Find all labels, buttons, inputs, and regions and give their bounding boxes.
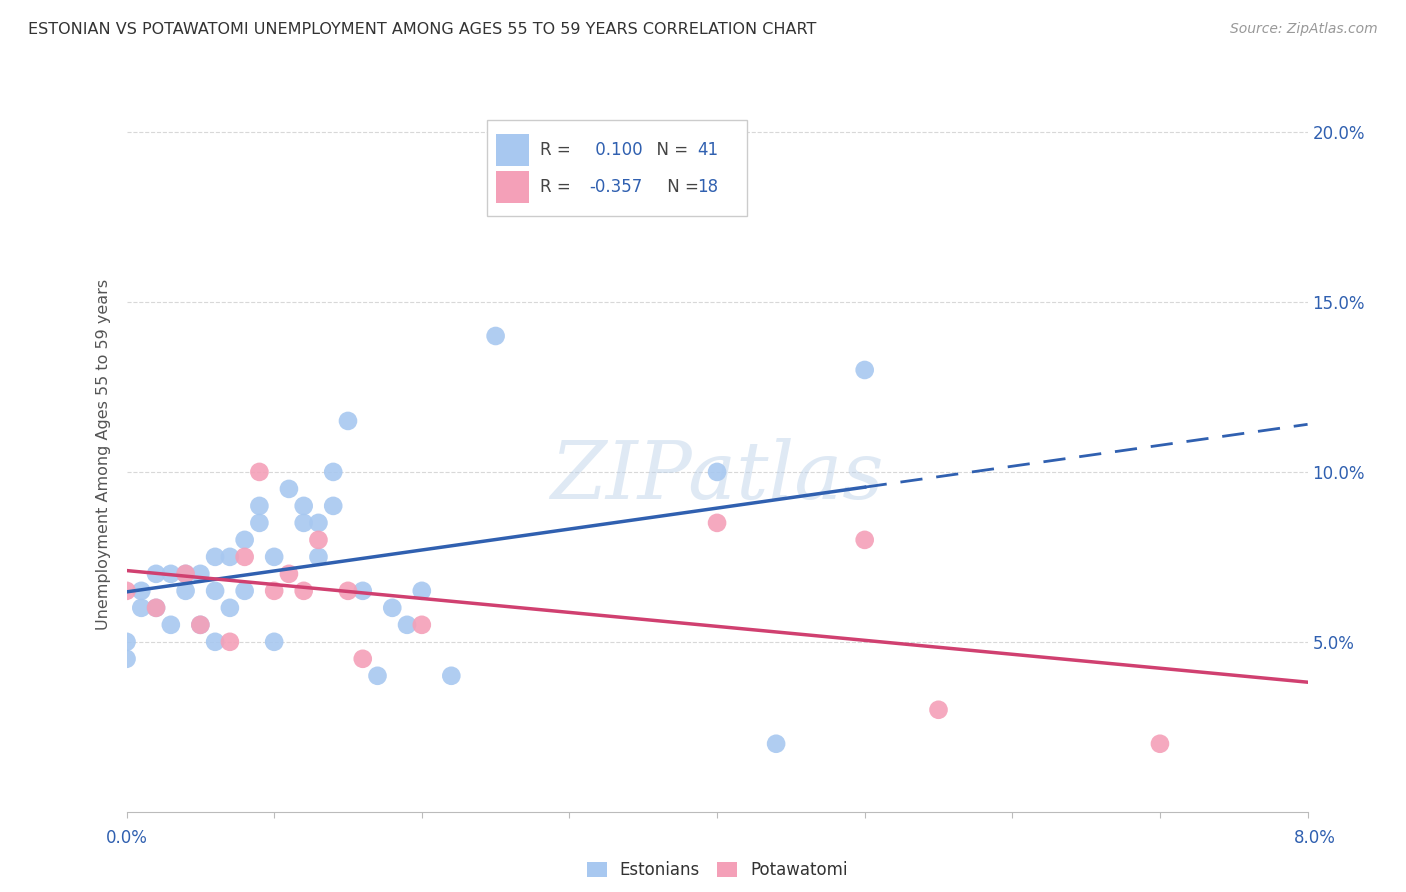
Point bbox=[219, 549, 242, 564]
Point bbox=[219, 635, 242, 649]
Point bbox=[129, 600, 153, 615]
Point bbox=[247, 499, 270, 513]
Point bbox=[160, 617, 183, 632]
Text: N =: N = bbox=[662, 178, 703, 196]
Point bbox=[706, 516, 728, 530]
Point bbox=[337, 583, 360, 598]
Point bbox=[204, 635, 226, 649]
Point bbox=[145, 566, 167, 581]
Point bbox=[233, 533, 256, 547]
Point bbox=[188, 617, 211, 632]
Legend: Estonians, Potawatomi: Estonians, Potawatomi bbox=[579, 855, 855, 886]
Text: 0.0%: 0.0% bbox=[105, 829, 148, 847]
Point bbox=[129, 583, 153, 598]
Point bbox=[307, 516, 329, 530]
Text: 0.100: 0.100 bbox=[589, 141, 643, 159]
Point bbox=[853, 533, 876, 547]
Point bbox=[204, 549, 226, 564]
Point bbox=[174, 583, 197, 598]
Text: N =: N = bbox=[647, 141, 693, 159]
Point bbox=[352, 652, 374, 666]
Point bbox=[706, 465, 728, 479]
Point bbox=[145, 600, 167, 615]
Point bbox=[322, 465, 344, 479]
Point bbox=[160, 566, 183, 581]
Y-axis label: Unemployment Among Ages 55 to 59 years: Unemployment Among Ages 55 to 59 years bbox=[96, 279, 111, 631]
Point bbox=[233, 549, 256, 564]
Point bbox=[278, 482, 301, 496]
Text: R =: R = bbox=[540, 141, 576, 159]
Point bbox=[115, 652, 138, 666]
Point bbox=[247, 465, 270, 479]
Point bbox=[366, 669, 388, 683]
Point bbox=[853, 363, 876, 377]
Point bbox=[411, 617, 433, 632]
FancyBboxPatch shape bbox=[496, 134, 529, 166]
Point bbox=[411, 583, 433, 598]
Point bbox=[115, 583, 138, 598]
FancyBboxPatch shape bbox=[486, 120, 747, 216]
Point bbox=[381, 600, 404, 615]
Point bbox=[188, 566, 211, 581]
Point bbox=[263, 549, 285, 564]
Text: 18: 18 bbox=[697, 178, 718, 196]
Point bbox=[307, 549, 329, 564]
FancyBboxPatch shape bbox=[496, 171, 529, 203]
Point bbox=[115, 635, 138, 649]
Point bbox=[233, 583, 256, 598]
Point bbox=[337, 414, 360, 428]
Point bbox=[292, 583, 315, 598]
Text: ESTONIAN VS POTAWATOMI UNEMPLOYMENT AMONG AGES 55 TO 59 YEARS CORRELATION CHART: ESTONIAN VS POTAWATOMI UNEMPLOYMENT AMON… bbox=[28, 22, 817, 37]
Point bbox=[204, 583, 226, 598]
Point bbox=[484, 329, 508, 343]
Point bbox=[145, 600, 167, 615]
Point bbox=[263, 583, 285, 598]
Text: -0.357: -0.357 bbox=[589, 178, 643, 196]
Point bbox=[765, 737, 787, 751]
Point bbox=[174, 566, 197, 581]
Point bbox=[188, 617, 211, 632]
Point bbox=[292, 499, 315, 513]
Point bbox=[1149, 737, 1171, 751]
Point bbox=[278, 566, 301, 581]
Point bbox=[396, 617, 419, 632]
Text: R =: R = bbox=[540, 178, 576, 196]
Point bbox=[322, 499, 344, 513]
Text: ZIPatlas: ZIPatlas bbox=[550, 438, 884, 515]
Point bbox=[174, 566, 197, 581]
Point bbox=[247, 516, 270, 530]
Point bbox=[292, 516, 315, 530]
Point bbox=[352, 583, 374, 598]
Point bbox=[219, 600, 242, 615]
Text: Source: ZipAtlas.com: Source: ZipAtlas.com bbox=[1230, 22, 1378, 37]
Text: 8.0%: 8.0% bbox=[1294, 829, 1336, 847]
Point bbox=[307, 533, 329, 547]
Point bbox=[928, 703, 950, 717]
Point bbox=[440, 669, 463, 683]
Text: 41: 41 bbox=[697, 141, 718, 159]
Point bbox=[263, 635, 285, 649]
